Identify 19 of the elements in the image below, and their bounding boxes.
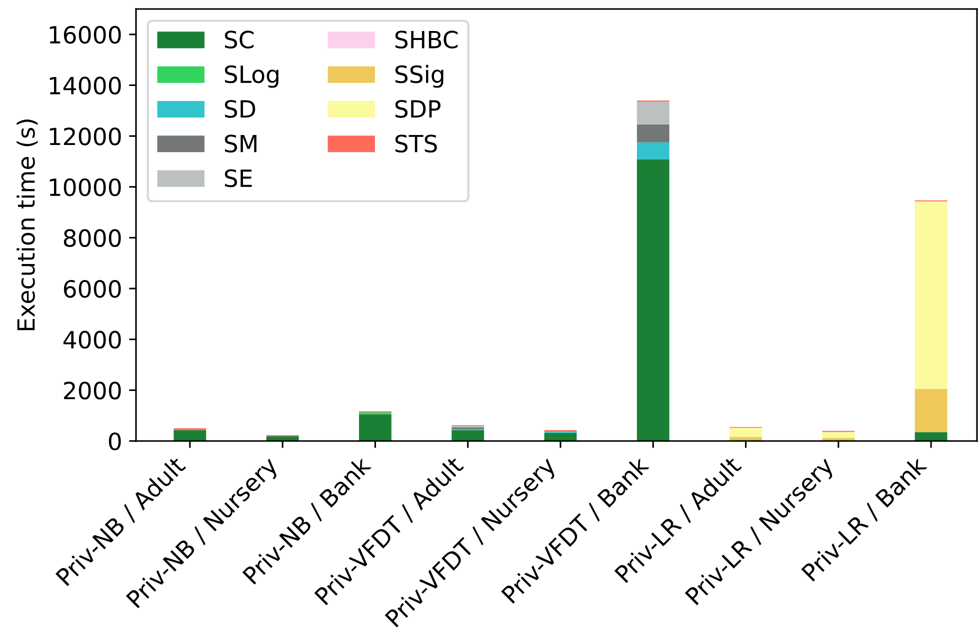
legend-label: SLog	[224, 65, 278, 88]
legend-label: SC	[224, 30, 254, 49]
y-tick-label: 6000	[64, 280, 121, 298]
y-tick-label: 8000	[64, 229, 121, 248]
legend-label: SHBC	[395, 30, 458, 49]
legend-label: SSig	[395, 64, 444, 88]
y-tick-label: 16000	[50, 26, 121, 44]
y-tick-label: 0	[108, 432, 121, 450]
y-tick-label: 12000	[50, 128, 121, 146]
legend-label: SM	[224, 134, 256, 152]
y-axis-title: Execution time (s)	[16, 120, 38, 330]
legend-label: SDP	[395, 100, 440, 118]
y-tick-label: 10000	[50, 178, 121, 196]
y-tick-label: 4000	[63, 330, 121, 349]
legend-label: SD	[224, 100, 256, 118]
legend-label: STS	[395, 134, 437, 152]
y-tick-label: 14000	[50, 76, 121, 95]
y-tick-label: 2000	[64, 382, 121, 400]
legend-label: SE	[224, 169, 252, 188]
